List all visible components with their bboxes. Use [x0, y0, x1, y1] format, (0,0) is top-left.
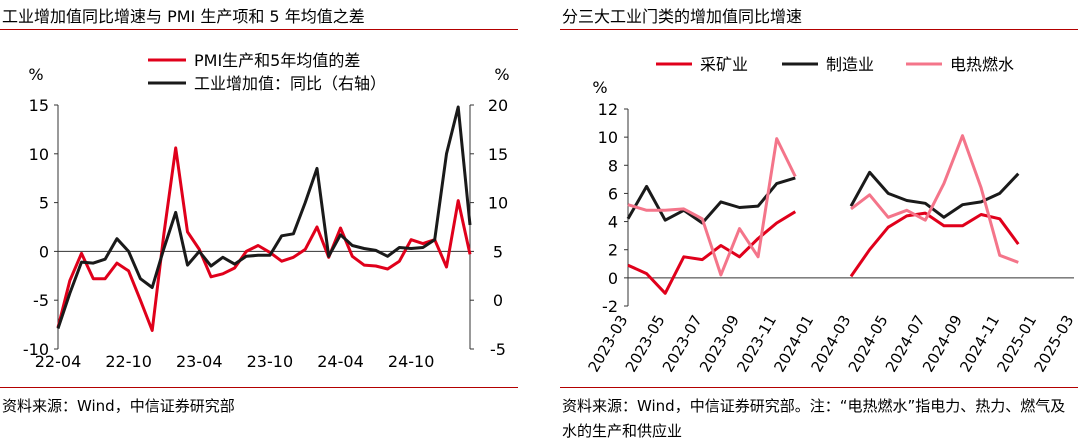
y-tick-label: 4 [608, 213, 618, 232]
left-y-tick-label: 10 [29, 145, 49, 164]
legend-label: 工业增加值：同比（右轴） [194, 74, 386, 93]
right-y-tick-label: -5 [490, 340, 506, 359]
right-chart-title: 分三大工业门类的增加值同比增速 [562, 7, 803, 26]
right-y-tick-label: 10 [488, 194, 508, 213]
right-top-rule [560, 29, 1078, 30]
left-bottom-rule [0, 387, 518, 388]
legend-label: PMI生产和5年均值的差 [194, 51, 360, 70]
left-source-note: 资料来源：Wind，中信证券研究部 [2, 397, 235, 415]
industrial-output-line [56, 105, 472, 329]
left-chart-svg: -10 -5 0 5 10 15 -5 0 5 10 15 20% % 22-04 22-10 23-04 23… [23, 51, 510, 371]
left-y-tick-label: 0 [39, 242, 49, 261]
left-y-unit: % [28, 65, 43, 84]
left-y-tick-label: 15 [29, 96, 49, 115]
right-chart-svg: -2024681012%2023-032023-052023-072023-09… [585, 55, 1078, 375]
x-tick-label: 24-10 [388, 352, 435, 371]
right-source-note: 资料来源：Wind，中信证券研究部。注：“电热燃水”指电力、热力、燃气及水的生产… [562, 397, 1066, 440]
y-tick-label: 10 [598, 128, 618, 147]
legend-label: 电热燃水 [950, 55, 1014, 74]
x-tick-label: 23-10 [247, 352, 294, 371]
right-y-tick-label: 0 [493, 291, 503, 310]
y-tick-label: 6 [608, 184, 618, 203]
left-top-rule [0, 29, 518, 30]
x-tick-label: 22-04 [35, 352, 82, 371]
y-tick-label: 8 [608, 156, 618, 175]
y-tick-label: -2 [602, 297, 618, 316]
x-tick-label: 24-04 [317, 352, 364, 371]
legend-label: 制造业 [826, 55, 874, 74]
left-y-tick-label: 5 [39, 194, 49, 213]
mining-line [628, 147, 1074, 293]
right-bottom-rule [560, 387, 1078, 388]
y-tick-label: 0 [608, 269, 618, 288]
y-tick-label: 2 [608, 241, 618, 260]
left-y-tick-label: -5 [33, 291, 49, 310]
left-y-tick-label: -10 [23, 340, 49, 359]
y-unit: % [592, 78, 607, 97]
right-y-unit: % [494, 65, 509, 84]
left-chart-panel: 工业增加值同比增速与 PMI 生产项和 5 年均值之差 -10 -5 0 5 10 15-… [0, 0, 520, 443]
legend-label: 采矿业 [700, 55, 748, 74]
left-chart-title: 工业增加值同比增速与 PMI 生产项和 5 年均值之差 [2, 7, 365, 26]
right-y-tick-label: 20 [488, 96, 508, 115]
y-tick-label: 12 [598, 100, 618, 119]
right-chart-panel: 分三大工业门类的增加值同比增速 -2 0 2 4 6 8 10 12% 2023-03 2023-… [560, 0, 1080, 443]
x-tick-label: 23-04 [176, 352, 223, 371]
pmi-diff-line [56, 146, 472, 332]
x-tick-label: 22-10 [105, 352, 152, 371]
right-y-tick-label: 5 [493, 242, 503, 261]
right-y-tick-label: 15 [488, 145, 508, 164]
